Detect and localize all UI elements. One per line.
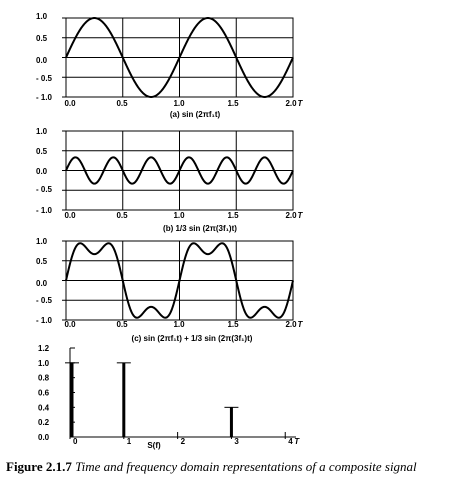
x-tick-label: 0.5 [116,99,128,108]
x-tick-label: 1.5 [227,99,239,108]
x-tick-label: 0.0 [64,99,76,108]
x-tick-label: 0 [73,437,78,446]
x-tick-label: 1.0 [173,320,185,329]
x-tick-label: 1.5 [227,211,239,220]
figure-caption-text: Time and frequency domain representation… [75,459,417,474]
x-tick-label: 4 [288,437,293,446]
x-tick-label: 0.5 [116,211,128,220]
x-tick-label: 0.0 [64,211,76,220]
time-panel-1: 1.0 0.5 0.0 - 0.5 - 1.0 0.0 0.5 1.0 1.5 2.0 T (a) s… [36,12,304,119]
signal-curve [65,16,294,99]
y-tick-label: 1.0 [38,359,50,368]
x-tick-label: 0.5 [116,320,128,329]
x-tick-label: 2.0 [285,99,297,108]
y-tick-label: 1.2 [38,344,50,353]
y-tick-label: 0.5 [36,257,48,266]
y-tick-label: - 0.5 [36,185,53,194]
x-tick-label: 1 [127,437,132,446]
y-tick-label: - 1.0 [36,93,53,102]
figure-caption-label: Figure 2.1.7 [6,459,72,474]
y-tick-label: 0.5 [36,147,48,156]
y-tick-label: - 1.0 [36,316,53,325]
x-tick-label: 2.0 [285,211,297,220]
x-axis-label: S(f) [147,441,161,450]
y-tick-label: - 1.0 [36,206,53,215]
y-tick-label: 0.0 [36,279,48,288]
x-axis-period-symbol: T [298,320,304,329]
time-panel-3: 1.0 0.5 0.0 - 0.5 - 1.0 0.0 0.5 1.0 1.5 2.0 T (c) s… [36,237,304,343]
x-tick-label: 0.0 [64,320,76,329]
panel-caption: (a) sin (2πf₁t) [170,110,221,119]
x-tick-label: 2 [181,437,186,446]
figure-canvas: 1.00.50.0- 0.5- 1.00.0 0.5 1.0 1.5 2.0 T(a) s… [36,12,304,450]
y-tick-label: 0.6 [38,389,50,398]
y-tick-label: 1.0 [36,127,48,136]
x-tick-label: 1.0 [173,99,185,108]
y-tick-label: 0.4 [38,403,50,412]
y-tick-label: 1.0 [36,12,48,21]
x-tick-label: 3 [234,437,239,446]
y-tick-label: 0.0 [38,433,50,442]
x-axis-period-symbol: T [298,99,304,108]
signal-curve [65,242,294,319]
y-tick-label: - 0.5 [36,296,53,305]
figure-caption: Figure 2.1.7 Time and frequency domain r… [6,459,468,475]
y-tick-label: 0.8 [38,374,50,383]
x-tick-label: 1.5 [227,320,239,329]
frequency-panel: 1.2 1.0 0.8 0.6 0.4 0.2 0.0 0 1 2 3 4 T S(f) [38,344,300,450]
time-panel-2: 1.0 0.5 0.0 - 0.5 - 1.0 0.0 0.5 1.0 1.5 2.0 T (b) 1… [36,127,304,233]
y-tick-label: 0.0 [36,167,48,176]
x-axis-period-symbol: T [294,437,300,446]
y-tick-label: 0.5 [36,34,48,43]
y-tick-label: 0.2 [38,418,50,427]
signal-curve [65,156,294,185]
panel-caption: (b) 1/3 sin (2π(3f₁)t) [163,224,237,233]
y-tick-label: 1.0 [36,237,48,246]
y-tick-label: - 0.5 [36,74,53,83]
x-tick-label: 1.0 [173,211,185,220]
panel-caption: (c) sin (2πf₁t) + 1/3 sin (2π(3f₁)t) [132,334,253,343]
y-tick-label: 0.0 [36,56,48,65]
x-axis-period-symbol: T [298,211,304,220]
x-tick-label: 2.0 [285,320,297,329]
